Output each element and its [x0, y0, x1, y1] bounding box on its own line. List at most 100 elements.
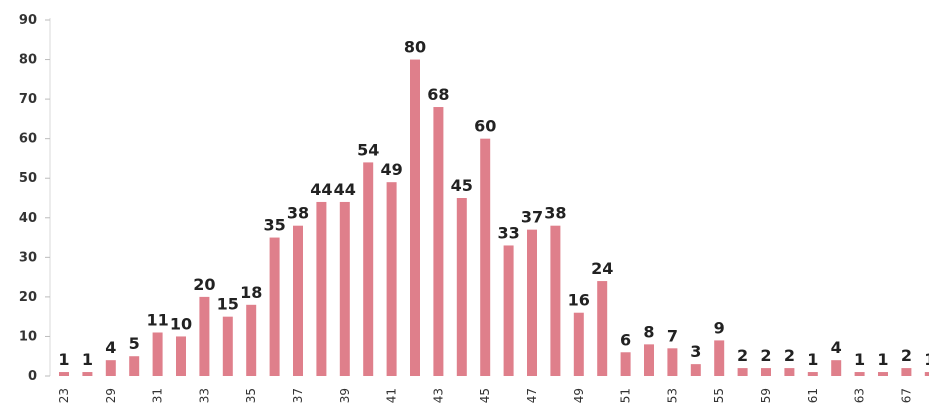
bar — [59, 372, 69, 376]
bar-value-label: 2 — [737, 346, 748, 365]
bar — [82, 372, 93, 376]
x-tick-label: 55 — [712, 388, 726, 403]
bar — [644, 344, 654, 376]
y-axis-ticks: 0 10 20 30 40 50 60 70 80 90 — [19, 13, 50, 384]
bar-value-label: 15 — [217, 295, 239, 314]
bar — [293, 225, 303, 376]
y-tick-label: 0 — [28, 369, 37, 384]
bar-value-label: 5 — [129, 334, 140, 353]
bar — [714, 340, 725, 376]
bar-value-label: 45 — [451, 176, 473, 195]
y-tick-label: 10 — [19, 329, 37, 344]
x-tick-label: 43 — [431, 388, 445, 403]
bar-value-label: 44 — [334, 180, 356, 199]
bar — [503, 245, 514, 376]
bar-value-label: 18 — [240, 283, 262, 302]
x-tick-label: 49 — [572, 388, 586, 403]
y-tick-label: 30 — [19, 250, 37, 265]
bar-value-label: 1 — [807, 350, 818, 369]
bar-value-label: 8 — [643, 322, 654, 341]
y-tick-label: 90 — [19, 13, 37, 28]
x-tick-label: 51 — [619, 388, 633, 403]
x-tick-label: 59 — [759, 388, 773, 403]
bar — [924, 372, 929, 376]
bar-value-label: 80 — [404, 38, 426, 57]
bar — [386, 182, 397, 376]
bar — [597, 281, 608, 376]
bar — [667, 348, 678, 376]
x-tick-label: 47 — [525, 388, 539, 403]
x-tick-label: 63 — [853, 388, 867, 403]
bar-value-label: 10 — [170, 314, 192, 333]
bar — [456, 198, 467, 376]
bar-value-label: 1 — [877, 350, 888, 369]
x-tick-label: 67 — [899, 388, 913, 403]
bar-value-label: 44 — [310, 180, 332, 199]
x-tick-label: 39 — [338, 388, 352, 403]
bar — [339, 201, 350, 376]
bar-value-label: 2 — [901, 346, 912, 365]
y-tick-label: 70 — [19, 92, 37, 107]
bar-value-label: 1 — [58, 350, 69, 369]
bar — [152, 332, 163, 376]
bar — [761, 368, 771, 376]
bar — [199, 296, 210, 376]
bar-value-label: 38 — [287, 204, 309, 223]
bar — [854, 372, 865, 376]
bar — [901, 368, 912, 376]
x-tick-label: 23 — [57, 388, 71, 403]
bar-value-label: 6 — [620, 330, 631, 349]
y-tick-label: 40 — [19, 211, 37, 226]
bar — [690, 364, 701, 376]
bar — [807, 372, 818, 376]
x-tick-label: 33 — [197, 388, 211, 403]
x-tick-label: 45 — [478, 388, 492, 403]
bar-value-label: 16 — [568, 291, 590, 310]
bar-value-label: 60 — [474, 117, 496, 136]
bar-value-label: 24 — [591, 259, 613, 278]
bar-value-label: 20 — [193, 275, 215, 294]
bar — [269, 237, 280, 376]
bar — [129, 356, 140, 376]
x-tick-label: 37 — [291, 388, 305, 403]
bar — [480, 138, 491, 376]
y-tick-label: 20 — [19, 290, 37, 305]
bar — [222, 316, 233, 376]
bar — [784, 368, 795, 376]
bar-value-label: 35 — [263, 216, 285, 235]
bar — [573, 312, 584, 376]
x-tick-label: 29 — [104, 388, 118, 403]
x-tick-label: 35 — [244, 388, 258, 403]
bar — [433, 107, 444, 377]
bar-value-label: 3 — [690, 342, 701, 361]
x-tick-label: 53 — [665, 388, 679, 403]
bars — [59, 59, 929, 377]
bar — [105, 360, 116, 376]
bar — [620, 352, 631, 376]
bar — [316, 201, 327, 376]
y-tick-label: 60 — [19, 132, 37, 147]
y-tick-label: 50 — [19, 171, 37, 186]
bar-value-label: 4 — [831, 338, 842, 357]
bar-value-label: 1 — [854, 350, 865, 369]
bar — [550, 225, 561, 376]
bar-value-label: 2 — [784, 346, 795, 365]
bar-value-label: 7 — [667, 326, 678, 345]
bar — [363, 162, 374, 376]
bar-value-label: 1 — [82, 350, 93, 369]
bar — [527, 229, 537, 376]
bar-value-label: 2 — [760, 346, 771, 365]
x-tick-label: 31 — [151, 388, 165, 403]
bar-value-label: 33 — [497, 223, 519, 242]
bar — [246, 304, 257, 376]
bar-value-label: 49 — [380, 160, 402, 179]
bar — [878, 372, 888, 376]
bar-value-label: 37 — [521, 208, 543, 227]
bar-value-label: 4 — [105, 338, 116, 357]
bar-value-label: 54 — [357, 140, 379, 159]
bar-value-label: 1 — [924, 350, 929, 369]
bar — [410, 59, 420, 377]
bar — [737, 368, 748, 376]
